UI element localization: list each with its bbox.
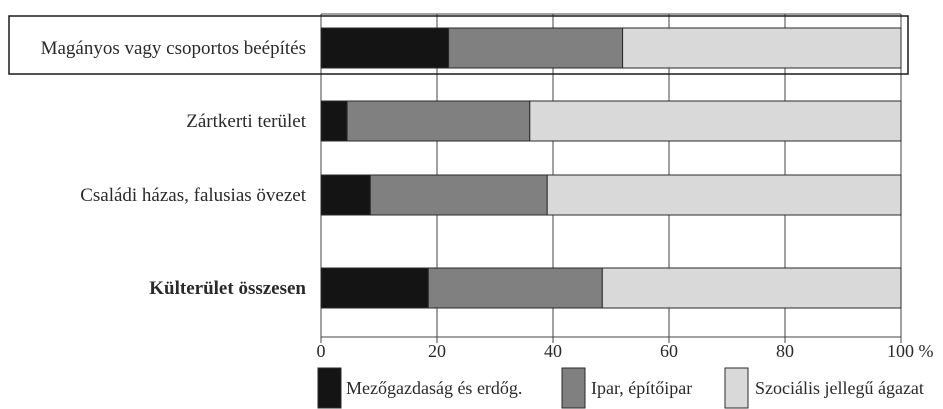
x-tick-label: 20: [428, 341, 446, 361]
bar-segment-mezogazdasag: [320, 100, 348, 142]
legend-label: Szociális jellegű ágazat: [755, 378, 924, 398]
legend-label: Mezőgazdaság és erdőg.: [346, 378, 522, 398]
legend: Mezőgazdaság és erdőg. Ipar, építőipar Szo…: [317, 367, 924, 409]
highlight-box: [8, 15, 909, 75]
bar-segment-mezogazdasag: [320, 27, 450, 69]
bar-segment-szocialis: [546, 174, 902, 216]
bar-segment-mezogazdasag: [320, 174, 371, 216]
legend-swatch: [561, 367, 586, 409]
bar-segment-szocialis: [601, 267, 902, 309]
category-label: Külterület összesen: [149, 278, 306, 299]
bar-segment-ipar: [427, 267, 603, 309]
bar-segment-ipar: [448, 27, 624, 69]
category-labels: Magányos vagy csoportos beépítés Zártkert…: [8, 15, 909, 299]
category-label: Zártkerti terület: [186, 111, 306, 132]
bar-segment-szocialis: [622, 27, 902, 69]
legend-swatch: [724, 367, 749, 409]
x-tick-label: 60: [660, 341, 678, 361]
bar-segment-ipar: [346, 100, 531, 142]
category-label: Családi házas, falusias övezet: [80, 185, 307, 206]
x-tick-label: 0: [317, 341, 326, 361]
x-tick-label: 80: [776, 341, 794, 361]
x-tick-label: 100 %: [887, 341, 934, 361]
x-axis-ticks: 0 20 40 60 80 100 %: [317, 341, 934, 361]
bar-segment-ipar: [369, 174, 548, 216]
x-tick-label: 40: [544, 341, 562, 361]
legend-swatch: [317, 367, 342, 409]
bar-area: [320, 27, 902, 309]
legend-label: Ipar, építőipar: [591, 378, 692, 398]
bar-segment-mezogazdasag: [320, 267, 429, 309]
category-label: Magányos vagy csoportos beépítés: [41, 38, 306, 59]
bar-segment-szocialis: [529, 100, 902, 142]
